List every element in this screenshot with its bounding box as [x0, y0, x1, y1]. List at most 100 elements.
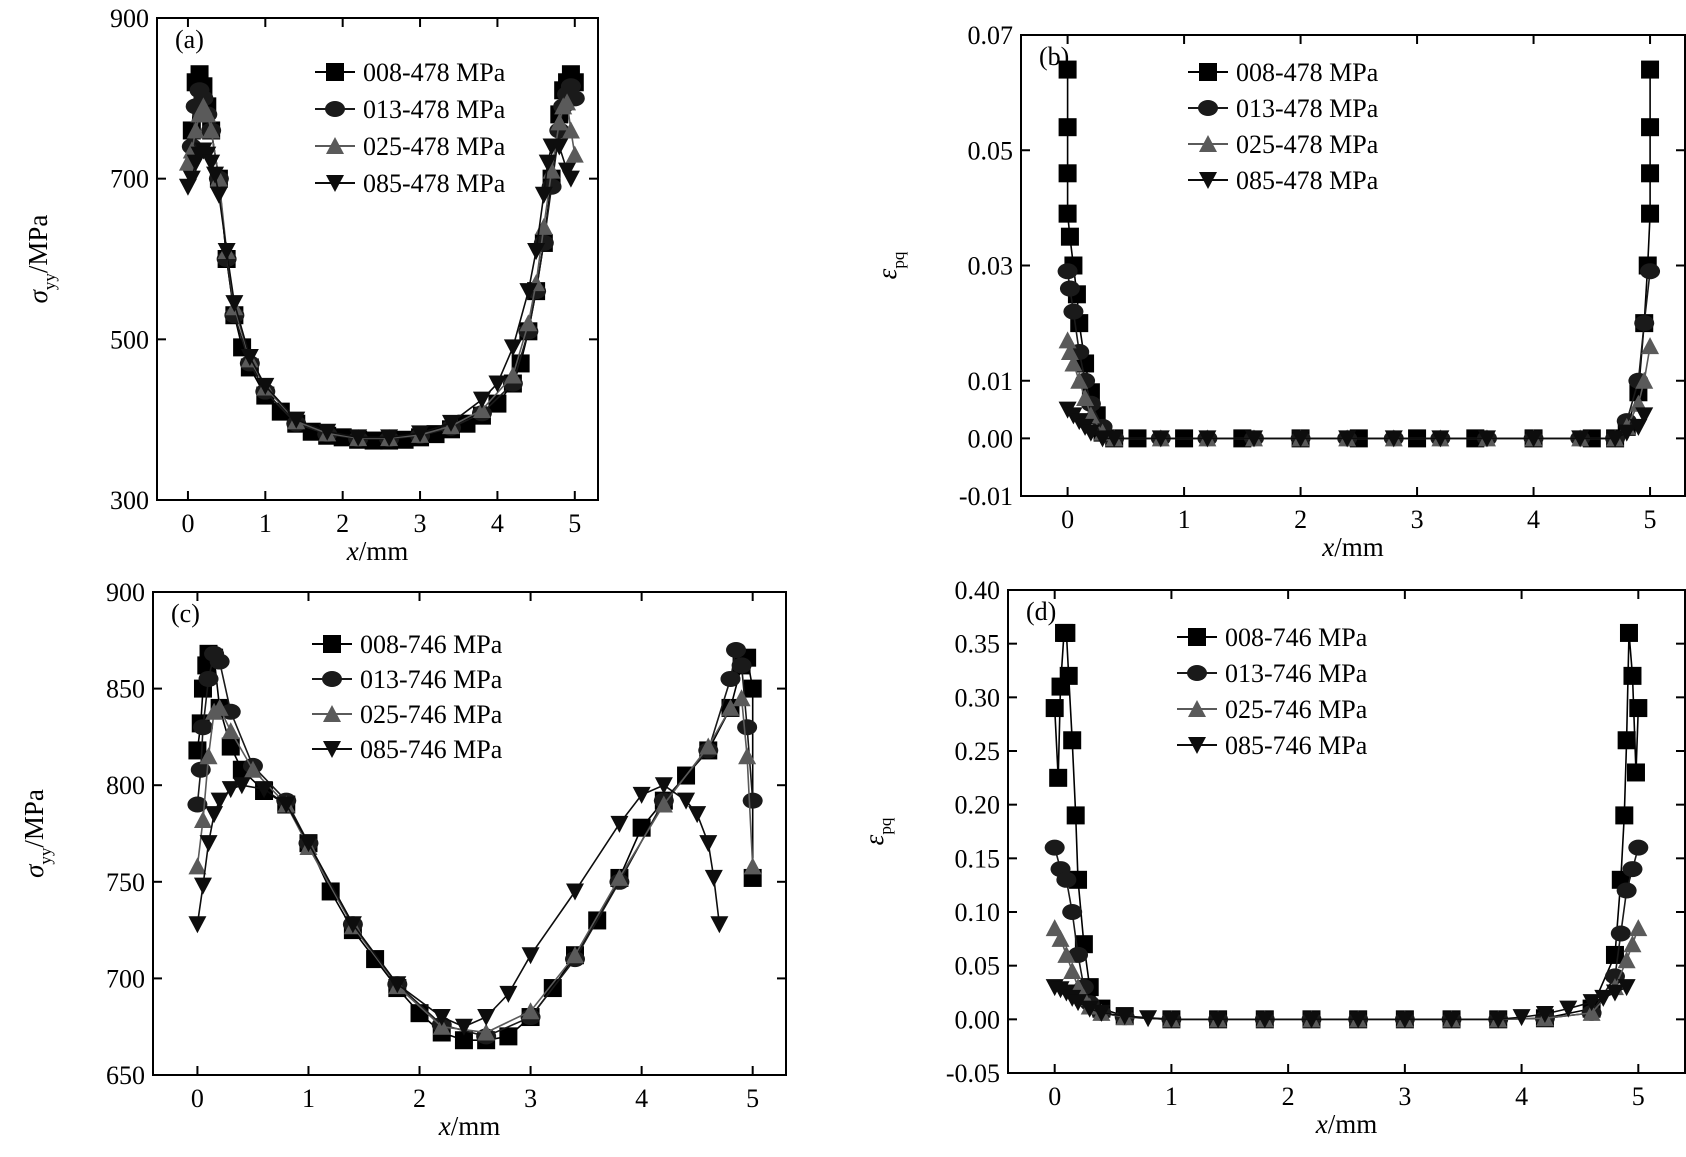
data-point	[720, 670, 741, 687]
data-point	[333, 428, 352, 447]
data-point	[221, 737, 240, 756]
y-tick-label: 0.05	[968, 136, 1014, 165]
data-point	[1058, 164, 1077, 183]
legend-marker	[1188, 628, 1206, 646]
data-point	[499, 1027, 518, 1046]
y-tick-label: 0.15	[955, 844, 1001, 873]
legend-entry: 013-746 MPa	[1177, 659, 1368, 688]
data-point	[511, 354, 530, 373]
data-point	[1059, 280, 1080, 297]
data-point	[1622, 861, 1643, 878]
chart-panel-1: 0 1 2 3 4 5 300 500 700 900 (a) x/mm σyy/MPa 008-478 …	[23, 4, 599, 566]
data-point	[240, 349, 259, 367]
data-point	[1641, 337, 1660, 355]
panel-label: (c)	[171, 599, 200, 628]
data-point	[1063, 303, 1084, 320]
y-tick-label: 0.10	[955, 898, 1001, 927]
data-point	[488, 394, 507, 413]
x-tick-label: 0	[191, 1084, 204, 1113]
data-point	[632, 786, 651, 804]
legend-label: 025-746 MPa	[1225, 695, 1368, 724]
data-point	[472, 391, 491, 409]
data-point	[255, 781, 274, 799]
x-tick-label: 2	[1294, 505, 1307, 534]
x-tick-label: 0	[1061, 505, 1074, 534]
data-point	[1582, 994, 1601, 1012]
y-tick-label: 0.20	[955, 791, 1001, 820]
data-point	[534, 217, 553, 235]
data-point	[688, 806, 707, 824]
panel-label: (a)	[175, 25, 204, 54]
data-point	[287, 411, 306, 429]
legend-entry: 085-746 MPa	[312, 735, 503, 764]
x-tick-label: 2	[413, 1084, 426, 1113]
legend-label: 013-478 MPa	[1236, 94, 1379, 123]
data-point	[1338, 430, 1357, 448]
data-point	[1069, 994, 1088, 1012]
data-point	[1641, 60, 1660, 79]
x-tick-label: 1	[259, 509, 272, 538]
legend-label: 025-746 MPa	[360, 700, 503, 729]
x-tick-label: 1	[1178, 505, 1191, 534]
data-point	[1057, 945, 1076, 963]
x-tick-label: 3	[1398, 1082, 1411, 1111]
legend-entry: 085-478 MPa	[1188, 166, 1379, 195]
legend-marker	[1198, 100, 1218, 116]
data-point	[193, 877, 212, 895]
x-tick-label: 1	[302, 1084, 315, 1113]
data-point	[1045, 699, 1064, 718]
data-point	[202, 154, 221, 172]
data-point	[1594, 989, 1613, 1007]
legend-label: 008-478 MPa	[1236, 58, 1379, 87]
data-point	[1092, 1004, 1111, 1022]
data-point	[519, 314, 538, 332]
data-point	[1635, 407, 1654, 425]
legend-label: 013-746 MPa	[1225, 659, 1368, 688]
data-point	[654, 777, 673, 795]
y-tick-label: 500	[110, 325, 149, 354]
data-point	[527, 242, 546, 260]
x-tick-label: 2	[1282, 1082, 1295, 1111]
data-point	[550, 113, 569, 131]
data-point	[1641, 204, 1660, 223]
data-point	[277, 796, 296, 814]
x-tick-label: 4	[491, 509, 504, 538]
legend-entry: 013-746 MPa	[312, 665, 503, 694]
legend-marker	[323, 635, 341, 653]
legend-entry: 008-746 MPa	[1177, 623, 1368, 652]
y-tick-label: 850	[106, 675, 145, 704]
data-point	[477, 1009, 496, 1027]
data-point	[210, 698, 229, 716]
series-triangle-down	[178, 138, 580, 447]
data-point	[521, 947, 540, 965]
legend-label: 008-746 MPa	[360, 630, 503, 659]
series-line	[1053, 847, 1640, 1021]
plot-frame	[1007, 589, 1686, 1074]
data-point	[731, 657, 752, 674]
data-point	[442, 414, 460, 432]
series-triangle-up	[1058, 331, 1660, 447]
y-tick-label: 300	[110, 486, 149, 515]
data-point	[343, 916, 362, 934]
y-tick-label: 0.25	[955, 737, 1001, 766]
data-point	[1058, 118, 1077, 137]
data-point	[1198, 430, 1217, 448]
data-point	[199, 747, 218, 765]
data-point	[542, 161, 561, 179]
data-point	[1058, 60, 1077, 79]
legend-label: 025-478 MPa	[363, 132, 506, 161]
legend-entry: 085-746 MPa	[1177, 731, 1368, 760]
data-point	[1051, 929, 1070, 947]
data-point	[243, 760, 262, 778]
legend-entry: 008-478 MPa	[1188, 58, 1379, 87]
x-axis-title: x/mm	[1315, 1109, 1378, 1139]
y-tick-label: 900	[110, 4, 149, 33]
data-point	[1606, 430, 1625, 448]
x-axis-title: x/mm	[346, 536, 409, 566]
y-tick-label: 0.05	[955, 952, 1001, 981]
data-point	[1255, 1011, 1274, 1029]
data-point	[558, 93, 577, 111]
data-point	[1081, 424, 1100, 442]
data-point	[193, 810, 212, 828]
data-point	[566, 883, 584, 901]
